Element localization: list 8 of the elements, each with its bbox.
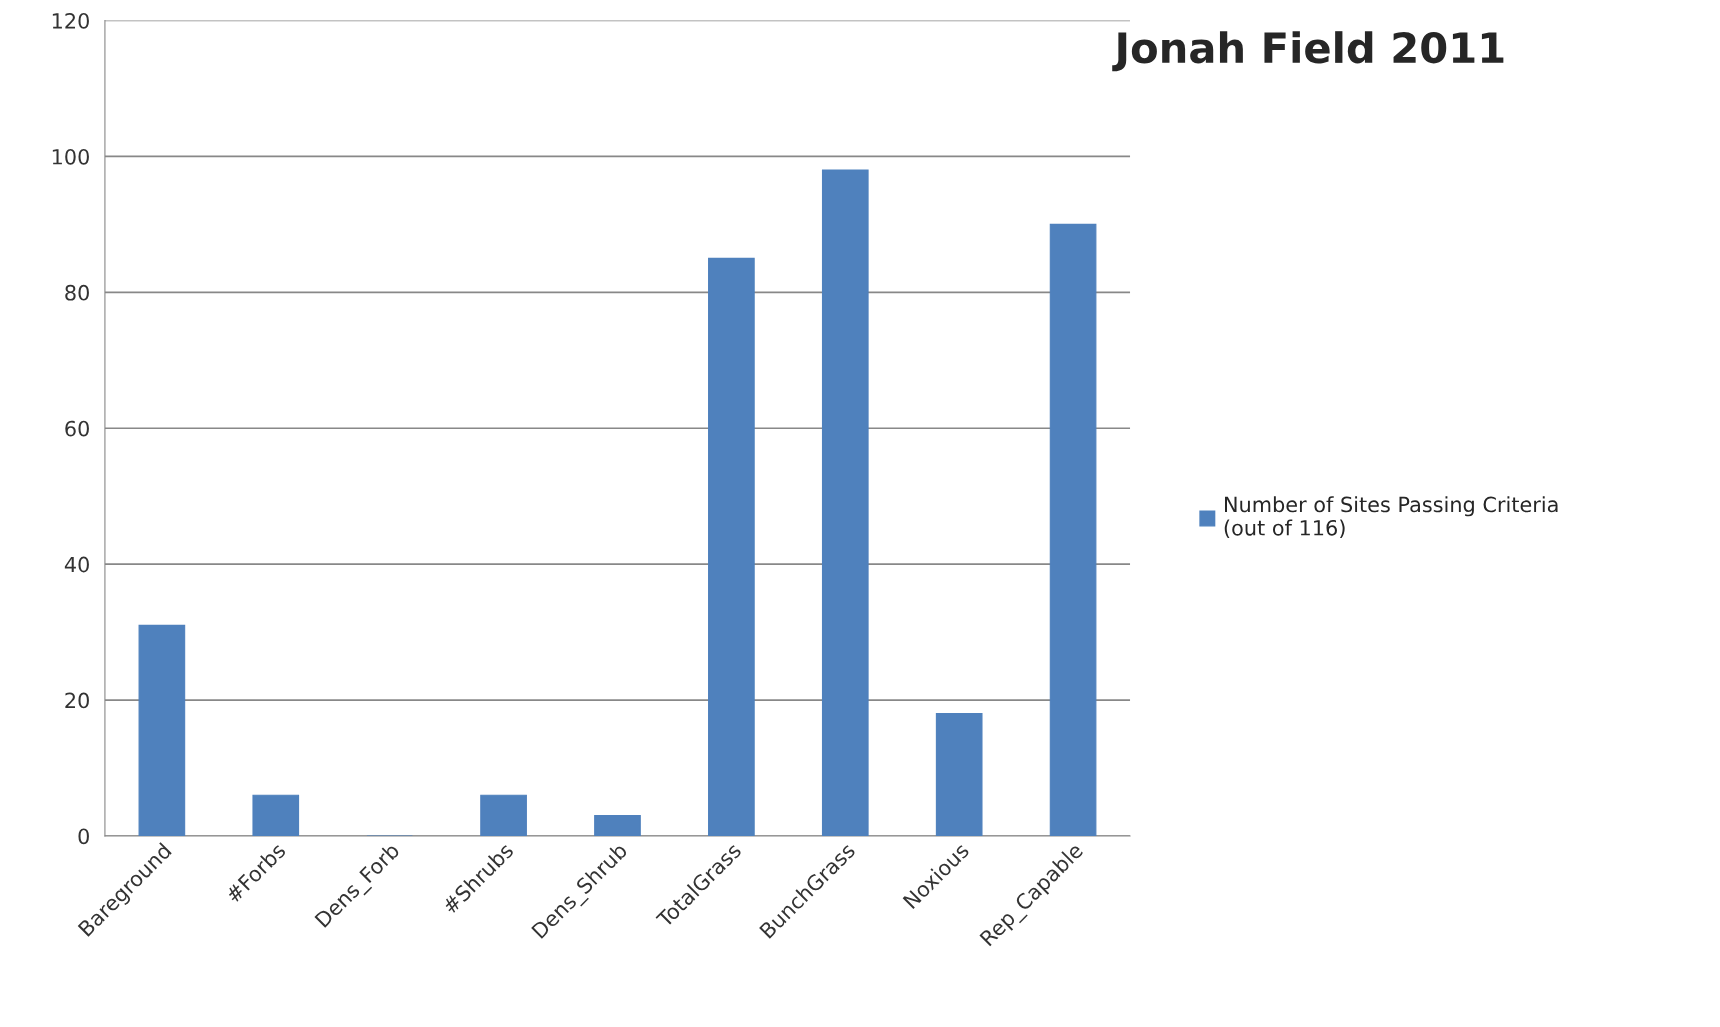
text: Jonah Field 2011 [1112, 31, 1504, 72]
y-tick-label: 100 [52, 148, 89, 165]
y-tick-label: 80 [65, 284, 89, 301]
y-tick-label: 120 [52, 12, 89, 29]
y-tick-label: 40 [64, 556, 89, 573]
y-tick-label: 20 [65, 692, 89, 709]
y-tick-label: 60 [65, 420, 89, 437]
legend-label: Number of Sites Passing Criteria (out of 116) [1224, 496, 1558, 539]
